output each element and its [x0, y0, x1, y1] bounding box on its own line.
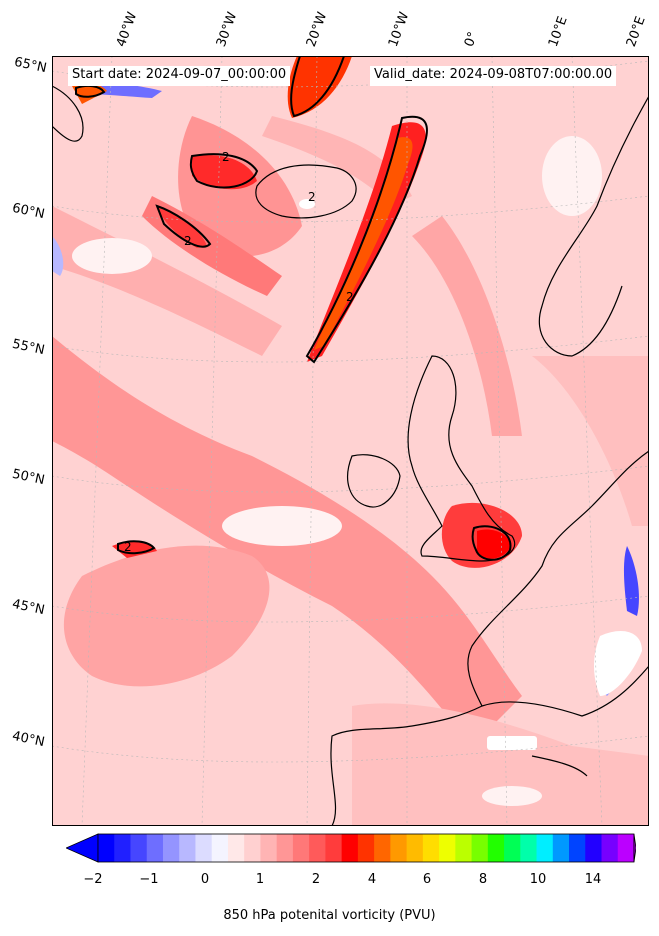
colorbar-cell [244, 834, 261, 862]
contour-label: 2 [184, 234, 192, 248]
lat-label-50n: 50°N [10, 466, 46, 489]
colorbar-tick-label: 14 [584, 872, 602, 887]
colorbar-tick-label: 2 [311, 872, 321, 887]
lat-label-65n: 65°N [12, 54, 48, 77]
lon-label-20e: 20°E [623, 14, 649, 50]
colorbar-cell [439, 834, 456, 862]
colorbar-cell [341, 834, 359, 862]
colorbar-cell [179, 834, 196, 862]
pv-contour-line [305, 115, 428, 364]
colorbar-cell [601, 834, 619, 862]
colorbar-extend-min [66, 833, 99, 863]
contour-label: 2 [222, 150, 230, 164]
colorbar-outline [97, 833, 635, 863]
coastlines [52, 85, 649, 826]
colorbar-cell [422, 834, 440, 862]
lat-label-55n: 55°N [10, 336, 46, 359]
map-plot-area [52, 56, 649, 826]
colorbar-label: 850 hPa potenital vorticity (PVU) [223, 908, 436, 923]
colorbar-cell [195, 834, 213, 862]
lat-label-45n: 45°N [10, 596, 46, 619]
colorbar-tick-label: 8 [478, 872, 488, 887]
colorbar-cell [471, 834, 489, 862]
pv-field [52, 56, 649, 826]
lon-label-0: 0° [461, 29, 482, 49]
colorbar-cell [260, 834, 278, 862]
colorbar-tick-label: −1 [139, 872, 159, 887]
colorbar-cell [292, 834, 310, 862]
pv-contour-line [471, 525, 512, 561]
colorbar-cell [276, 834, 294, 862]
lon-label-20w: 20°W [303, 10, 331, 49]
colorbar-cell [617, 834, 635, 862]
pv-contour-line [75, 84, 106, 98]
colorbar-cell [552, 834, 570, 862]
colorbar-cell [325, 834, 343, 862]
colorbar-tick-label: 0 [200, 872, 210, 887]
contour-label: 2 [346, 290, 354, 304]
colorbar-cell [374, 834, 391, 862]
colorbar-cell [309, 834, 326, 862]
colorbar-cell [536, 834, 554, 862]
valid-date-label: Valid_date: 2024-09-08T07:00:00.00 [370, 66, 617, 86]
lon-label-10e: 10°E [545, 14, 571, 50]
colorbar-cell [227, 834, 245, 862]
colorbar-cell [211, 834, 229, 862]
masked-terrain [299, 199, 642, 750]
colorbar-cell [357, 834, 375, 862]
colorbar-tick-label: 10 [529, 872, 547, 887]
contour-label: 2 [124, 540, 132, 554]
colorbar-tick-label: 6 [422, 872, 432, 887]
colorbar-cell [98, 834, 115, 862]
lat-label-60n: 60°N [10, 200, 46, 223]
colorbar-tick-label: 1 [255, 872, 265, 887]
lon-label-40w: 40°W [113, 10, 141, 49]
colorbar-cell [487, 834, 505, 862]
colorbar-cell [162, 834, 180, 862]
lat-label-40n: 40°N [10, 728, 46, 751]
colorbar-cell [569, 834, 586, 862]
contour-label: 2 [308, 190, 316, 204]
colorbar-tick-label: −2 [83, 872, 103, 887]
pv-contour-line [189, 153, 259, 189]
pv-contour-line [155, 204, 212, 248]
colorbar-cell [585, 834, 603, 862]
start-date-label: Start date: 2024-09-07_00:00:00 [68, 66, 291, 86]
colorbar-tick-label: 4 [367, 872, 377, 887]
colorbar-cell [390, 834, 408, 862]
pv-contour-line [117, 540, 156, 555]
low-pv-patches [72, 136, 602, 806]
lon-label-30w: 30°W [213, 10, 241, 49]
colorbar-cell [520, 834, 538, 862]
pv-contours [75, 56, 512, 561]
colorbar-cell [406, 834, 424, 862]
colorbar [66, 833, 636, 863]
colorbar-cell [130, 834, 148, 862]
lon-label-10w: 10°W [385, 10, 413, 49]
colorbar-cell [455, 834, 473, 862]
pv-contour-line [290, 56, 345, 118]
colorbar-cell [504, 834, 521, 862]
colorbar-cell [114, 834, 131, 862]
colorbar-cell [146, 834, 164, 862]
